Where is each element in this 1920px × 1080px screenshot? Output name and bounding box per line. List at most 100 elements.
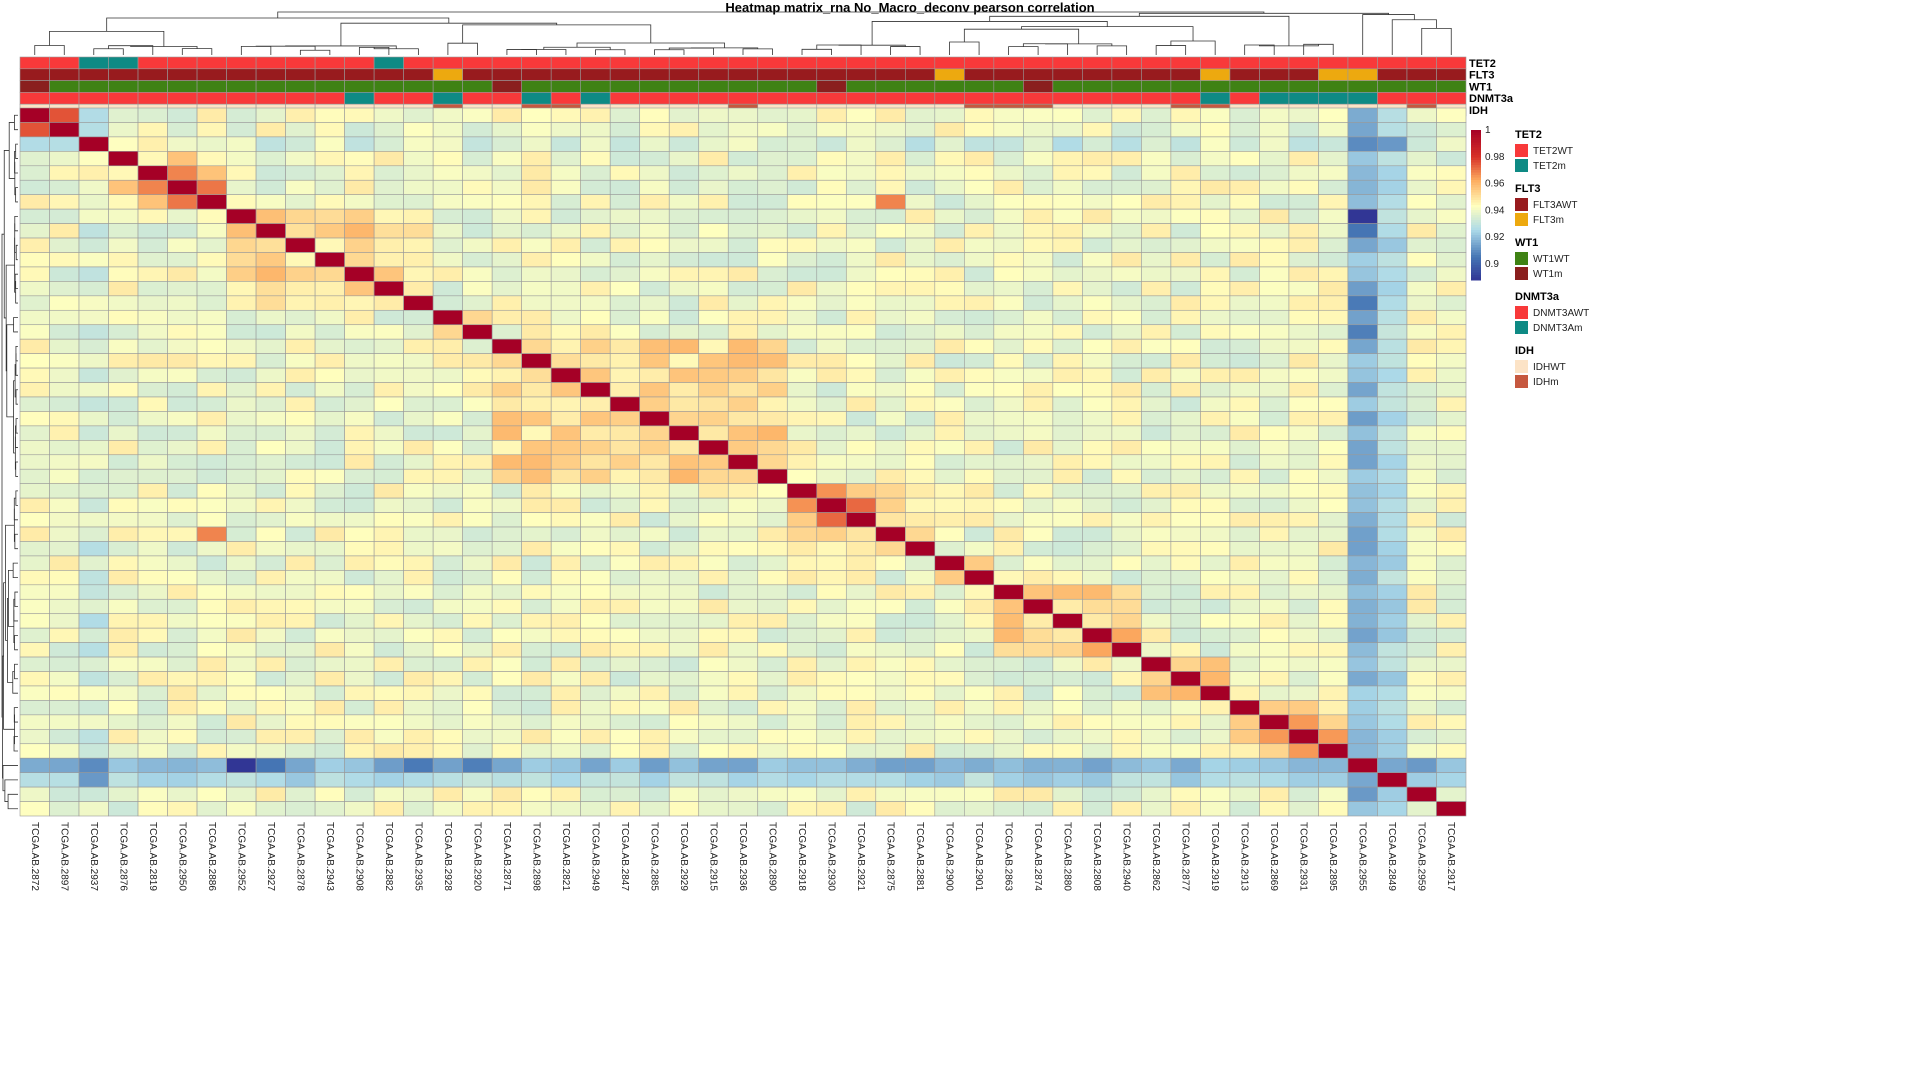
heatmap-cell xyxy=(78,223,109,239)
heatmap-cell xyxy=(108,801,139,817)
column-label: TCGA.AB.2898 xyxy=(530,822,541,891)
heatmap-cell xyxy=(1377,526,1408,542)
heatmap-cell xyxy=(1347,454,1378,470)
heatmap-cell xyxy=(698,584,729,600)
heatmap-cell xyxy=(49,656,80,672)
dendrogram-branch xyxy=(3,150,10,319)
heatmap-cell xyxy=(757,714,788,730)
heatmap-cell xyxy=(19,425,50,441)
heatmap-cell xyxy=(1288,454,1319,470)
heatmap-cell xyxy=(196,194,227,210)
heatmap-cell xyxy=(698,338,729,354)
heatmap-cell xyxy=(403,541,434,557)
annotation-cell xyxy=(344,68,375,81)
heatmap-cell xyxy=(1288,743,1319,759)
heatmap-cell xyxy=(993,671,1024,687)
heatmap-cell xyxy=(1170,179,1201,195)
heatmap-cell xyxy=(491,151,522,167)
heatmap-cell xyxy=(1111,353,1142,369)
heatmap-cell xyxy=(934,454,965,470)
heatmap-cell xyxy=(1318,656,1349,672)
annotation-cell xyxy=(285,56,316,70)
heatmap-cell xyxy=(19,801,50,817)
heatmap-cell xyxy=(521,468,552,484)
heatmap-cell xyxy=(639,107,670,123)
heatmap-cell xyxy=(727,136,759,152)
heatmap-cell xyxy=(255,324,286,340)
heatmap-cell xyxy=(845,237,877,253)
chart-title: Heatmap matrix_rna No_Macro_deconv pears… xyxy=(725,0,1094,15)
heatmap-cell xyxy=(727,295,759,311)
heatmap-cell xyxy=(875,396,906,412)
heatmap-cell xyxy=(1318,440,1349,456)
heatmap-cell xyxy=(905,526,936,542)
heatmap-cell xyxy=(1436,642,1467,658)
heatmap-cell xyxy=(78,541,109,557)
heatmap-cell xyxy=(1377,266,1408,282)
dendrogram-branch xyxy=(14,591,18,607)
heatmap-cell xyxy=(19,266,50,282)
heatmap-cell xyxy=(255,526,286,542)
heatmap-cell xyxy=(344,266,375,282)
heatmap-cell xyxy=(580,338,611,354)
dendrogram-branch xyxy=(1008,46,1039,55)
heatmap-cell xyxy=(1111,700,1142,716)
heatmap-cell xyxy=(403,194,434,210)
heatmap-cell xyxy=(403,353,434,369)
heatmap-cell xyxy=(226,801,257,817)
heatmap-cell xyxy=(786,223,818,239)
colorbar-segment xyxy=(1471,162,1481,166)
annotation-cell xyxy=(1200,68,1231,81)
heatmap-cell xyxy=(1288,411,1319,427)
heatmap-cell xyxy=(403,729,434,745)
dendrogram-branch xyxy=(576,42,725,48)
heatmap-cell xyxy=(521,338,552,354)
heatmap-cell xyxy=(1052,237,1083,253)
heatmap-cell xyxy=(698,223,729,239)
heatmap-cell xyxy=(403,324,434,340)
heatmap-cell xyxy=(993,338,1024,354)
heatmap-cell xyxy=(1229,223,1260,239)
heatmap-cell xyxy=(1111,338,1142,354)
heatmap-cell xyxy=(727,483,759,499)
heatmap-cell xyxy=(845,642,877,658)
heatmap-cell xyxy=(167,468,198,484)
heatmap-cell xyxy=(373,729,404,745)
colorbar-segment xyxy=(1471,215,1481,218)
heatmap-cell xyxy=(1229,483,1260,499)
heatmap-cell xyxy=(167,656,198,672)
heatmap-cell xyxy=(1229,136,1260,152)
annotation-cell xyxy=(403,68,434,81)
heatmap-cell xyxy=(137,801,168,817)
heatmap-cell xyxy=(816,570,847,586)
heatmap-cell xyxy=(19,541,50,557)
annotation-cell xyxy=(1347,56,1378,70)
heatmap-cell xyxy=(108,468,139,484)
colorbar-segment xyxy=(1471,207,1481,211)
heatmap-cell xyxy=(1259,252,1290,268)
heatmap-cell xyxy=(1406,353,1437,369)
heatmap-cell xyxy=(875,700,906,716)
dendrogram-branch xyxy=(13,736,18,752)
heatmap-cell xyxy=(255,136,286,152)
heatmap-cell xyxy=(964,642,995,658)
column-labels: TCGA.AB.2872 TCGA.AB.2897 TCGA.AB.2937 TCGA… xyxy=(29,822,1456,891)
heatmap-cell xyxy=(993,468,1024,484)
heatmap-cell xyxy=(1318,584,1349,600)
heatmap-cell xyxy=(1111,526,1142,542)
heatmap-cell xyxy=(196,598,227,615)
heatmap-cell xyxy=(1229,237,1260,253)
heatmap-cell xyxy=(550,136,581,152)
heatmap-cell xyxy=(816,353,847,369)
dendrogram-branch xyxy=(15,143,18,159)
heatmap-cell xyxy=(314,194,345,210)
heatmap-cell xyxy=(550,642,581,658)
heatmap-cell xyxy=(1170,324,1201,340)
heatmap-cell xyxy=(344,281,375,297)
heatmap-cell xyxy=(49,700,80,716)
heatmap-cell xyxy=(639,295,670,311)
heatmap-cell xyxy=(1200,627,1231,643)
annotation-cell xyxy=(108,92,139,105)
annotation-cell xyxy=(875,56,906,70)
